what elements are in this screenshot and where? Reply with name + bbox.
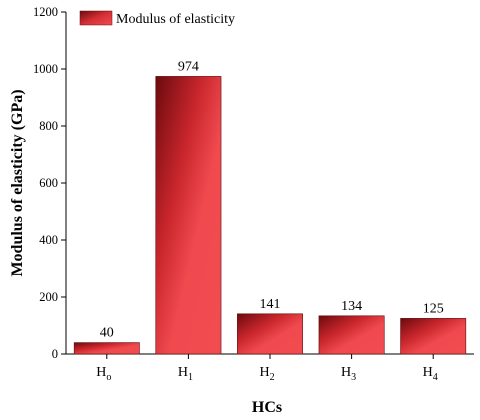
bar: [400, 318, 467, 355]
x-axis-title: HCs: [252, 399, 282, 416]
bar-value-label: 40: [100, 326, 114, 341]
bar-value-label: 141: [260, 297, 281, 312]
bar: [237, 313, 303, 355]
x-tick-label: H3: [341, 365, 356, 383]
x-axis-ticks: Ho H1 H2 H3 H4: [96, 354, 438, 383]
bar: [155, 76, 222, 355]
bar-value-label: 974: [178, 59, 199, 74]
y-tick-label: 1200: [33, 5, 58, 19]
x-tick-label: H4: [423, 365, 438, 383]
x-tick-label: H1: [178, 365, 193, 383]
y-tick-label: 200: [39, 290, 58, 304]
bar-value-label: 125: [423, 301, 444, 316]
y-axis-title: Modulus of elasticity (GPa): [9, 89, 26, 276]
legend: Modulus of elasticity: [79, 10, 235, 27]
x-tick-label: Ho: [96, 365, 111, 383]
y-tick-label: 800: [39, 119, 58, 133]
bar: [318, 315, 385, 355]
bars: [73, 76, 467, 355]
y-tick-label: 400: [39, 233, 58, 247]
y-axis-ticks: 0 200 400 600 800 1000 1200: [33, 5, 66, 361]
bar: [73, 342, 140, 355]
legend-swatch: [79, 10, 113, 26]
legend-label: Modulus of elasticity: [116, 12, 235, 27]
bar-value-label: 134: [341, 299, 362, 314]
y-tick-label: 600: [39, 176, 58, 190]
x-tick-label: H2: [259, 365, 274, 383]
y-tick-label: 1000: [33, 62, 58, 76]
data-labels: 40 974 141 134 125: [100, 59, 444, 340]
y-tick-label: 0: [52, 347, 58, 361]
